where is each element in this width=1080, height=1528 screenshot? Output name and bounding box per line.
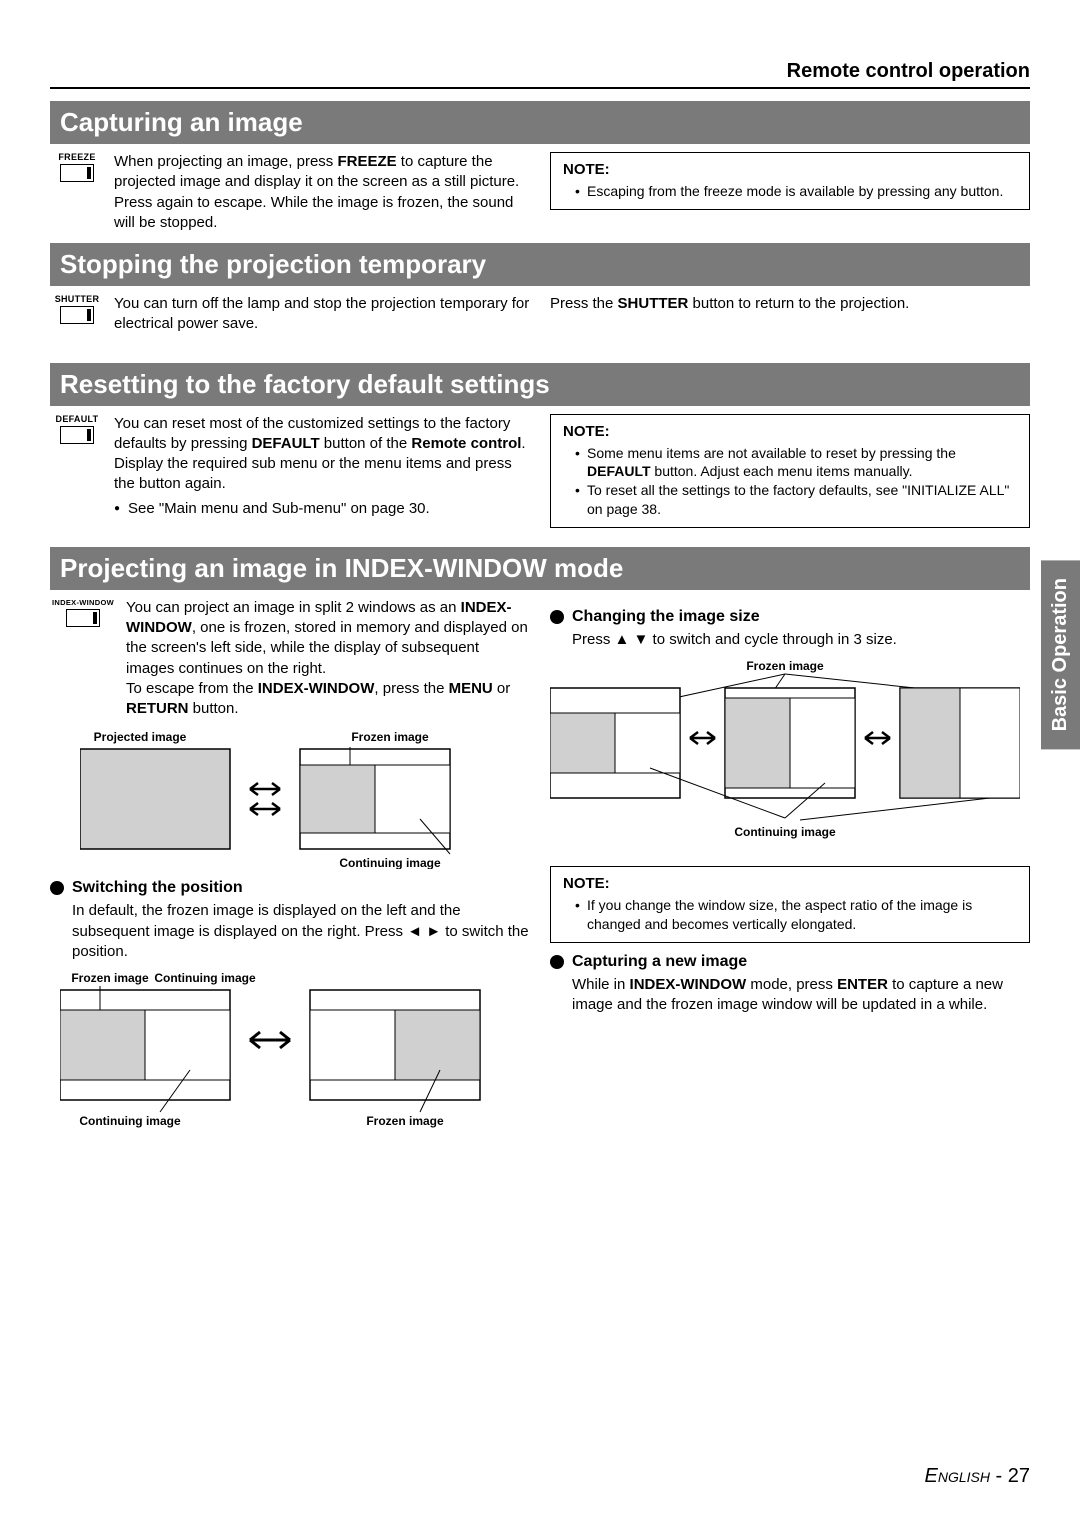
indexwindow-button-icon: INDEX-WINDOW [50,598,116,627]
diagram-projected-frozen: Projected image Frozen image Continuing … [50,729,530,869]
svg-text:Frozen image: Frozen image [366,1114,444,1128]
capturing-new-heading: Capturing a new image [550,953,1030,971]
section-capturing-title: Capturing an image [50,101,1030,144]
svg-text:Continuing image: Continuing image [154,971,256,985]
capturing-note: NOTE: Escaping from the freeze mode is a… [550,152,1030,210]
svg-text:Continuing image: Continuing image [79,1114,181,1128]
svg-text:Frozen image: Frozen image [71,971,149,985]
svg-text:Continuing image: Continuing image [734,825,836,839]
indexwindow-note: NOTE: If you change the window size, the… [550,866,1030,943]
shutter-button-icon: SHUTTER [50,294,104,324]
page-header: Remote control operation [50,60,1030,89]
indexwindow-body: You can project an image in split 2 wind… [126,598,530,720]
changing-body: Press ▲ ▼ to switch and cycle through in… [550,630,1030,650]
svg-text:Continuing image: Continuing image [339,856,441,869]
stopping-body: You can turn off the lamp and stop the p… [114,294,530,335]
section-indexwindow-title: Projecting an image in INDEX-WINDOW mode [50,547,1030,590]
svg-text:Frozen image: Frozen image [351,730,429,744]
resetting-see: See "Main menu and Sub-menu" on page 30. [114,499,530,519]
section-resetting-title: Resetting to the factory default setting… [50,363,1030,406]
resetting-body: You can reset most of the customized set… [114,414,530,519]
section-stopping-title: Stopping the projection temporary [50,243,1030,286]
capturing-body: When projecting an image, press FREEZE t… [114,152,530,233]
default-button-icon: DEFAULT [50,414,104,444]
capturing-new-body: While in INDEX-WINDOW mode, press ENTER … [550,975,1030,1016]
svg-text:Projected image: Projected image [94,730,187,744]
freeze-button-icon: FREEZE [50,152,104,182]
footer: English - 27 [925,1465,1031,1488]
stopping-right: Press the SHUTTER button to return to th… [550,294,1030,345]
resetting-note: NOTE: Some menu items are not available … [550,414,1030,529]
switching-position-heading: Switching the position [50,879,530,897]
side-tab: Basic Operation [1041,560,1080,749]
diagram-changing-size: Frozen image [550,658,1030,858]
svg-text:Frozen image: Frozen image [746,659,824,673]
diagram-switching: Frozen image Continuing image Continuing… [50,970,530,1130]
switching-body: In default, the frozen image is displaye… [50,901,530,962]
changing-size-heading: Changing the image size [550,608,1030,626]
